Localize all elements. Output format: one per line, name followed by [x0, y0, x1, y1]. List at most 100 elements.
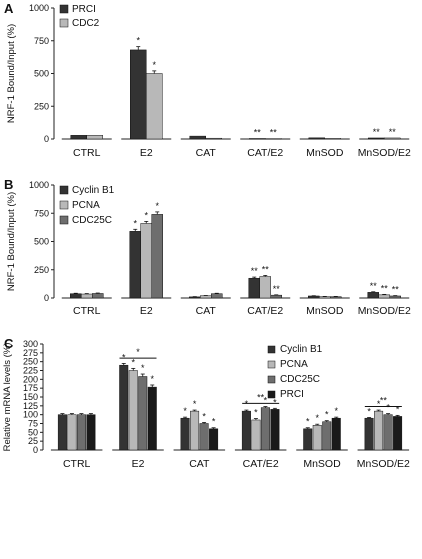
panel-b-significance-label: **	[392, 285, 400, 295]
panel-c-bar-pcna	[312, 425, 322, 451]
panel-b-bar-cdc25c	[92, 293, 104, 299]
panel-a-y-tick-label: 1000	[29, 3, 49, 13]
panel-b-significance-label: **	[381, 283, 389, 293]
panel-c-bar-cdc25c	[383, 414, 393, 451]
panel-c-significance-label: *	[122, 352, 126, 362]
panel-b: B 0 250 500 750 1000 NRF-1 Bound/Input (%) CTRL…	[4, 177, 411, 317]
panel-c-bar-prci	[331, 417, 341, 451]
panel-c-bar-pcna	[67, 414, 77, 451]
panel-c-legend-label: Cyclin B1	[280, 344, 323, 355]
panel-c-legend-swatch	[267, 375, 276, 384]
panel-c-bar-prci	[209, 428, 219, 451]
panel-b-bar-cdc25c	[330, 296, 342, 299]
panel-a-significance-label: **	[389, 127, 397, 137]
panel-c-bar-pcna	[128, 370, 138, 451]
panel-c-significance-label: *	[245, 399, 249, 409]
panel-c-bar-prci	[147, 386, 157, 451]
panel-c-category-label: E2	[132, 458, 145, 470]
panel-a-significance-label: *	[152, 60, 156, 70]
panel-c-significance-label: *	[306, 417, 310, 427]
panel-c-y-tick-label: 275	[23, 348, 38, 358]
panel-b-category-label: E2	[140, 305, 153, 317]
panel-c-significance-label: *	[396, 404, 400, 414]
panel-b-significance-label: *	[133, 218, 137, 228]
panel-b-bar-pcna	[259, 276, 271, 299]
panel-a-y-axis-title: NRF-1 Bound/Input (%)	[6, 24, 17, 123]
panel-c-y-tick-label: 225	[23, 366, 38, 376]
panel-c-y-tick-label: 300	[23, 339, 38, 349]
panel-a-bar-cdc2	[86, 135, 103, 140]
panel-b-significance-label: **	[262, 264, 270, 274]
panel-c-bar-pcna	[374, 410, 384, 451]
panel-c-bracket-label: *	[136, 347, 140, 357]
panel-c-category-label: CAT	[189, 458, 210, 470]
panel-a-category-label: CAT	[196, 147, 217, 159]
panel-b-bar-cdc25c	[151, 214, 163, 299]
panel-b-significance-label: **	[370, 281, 378, 291]
panel-c-significance-label: *	[193, 399, 197, 409]
panel-b-bar-cyclin-b1	[308, 295, 320, 299]
panel-c-legend-label: PRCI	[280, 389, 304, 400]
panel-c-bar-prci	[393, 416, 403, 451]
panel-a-bar-prci	[130, 49, 147, 140]
panel-c-bracket-label: **	[257, 392, 265, 402]
panel-b-y-tick-label: 1000	[29, 180, 49, 190]
panel-c-y-tick-label: 250	[23, 357, 38, 367]
panel-b-bar-pcna	[81, 293, 93, 299]
panel-b-bar-cyclin-b1	[367, 292, 379, 299]
panel-a-significance-label: **	[254, 127, 262, 137]
panel-c-bar-cyclin-b1	[364, 417, 374, 451]
panel-c-bar-prci	[86, 414, 96, 451]
panel-c-significance-label: *	[386, 403, 390, 413]
panel-c-bar-cdc25c	[199, 423, 209, 451]
panel-c-significance-label: *	[334, 406, 338, 416]
panel-c-significance-label: *	[131, 357, 135, 367]
panel-b-bar-cdc25c	[270, 294, 282, 299]
panel-c-bar-cdc25c	[76, 414, 86, 451]
panel-a-bar-prci	[249, 138, 266, 140]
panel-c-bar-cdc25c	[322, 421, 332, 451]
panel-c-bar-prci	[270, 409, 280, 451]
panel-c-significance-label: *	[264, 396, 268, 406]
panel-c-y-tick-label: 0	[33, 445, 38, 455]
panel-c-bar-cyclin-b1	[119, 364, 129, 451]
panel-a-bar-prci	[308, 137, 325, 140]
panel-a-significance-label: *	[136, 36, 140, 46]
panel-b-legend-label: CDC25C	[72, 215, 112, 226]
panel-a-y-tick-label: 500	[34, 69, 49, 79]
panel-b-significance-label: **	[273, 284, 281, 294]
panel-b-category-label: MnSOD	[306, 305, 344, 317]
panel-a-significance-label: **	[373, 127, 381, 137]
panel-a-significance-label: **	[270, 127, 278, 137]
panel-b-bar-cdc25c	[389, 295, 401, 299]
panel-b-bar-cyclin-b1	[248, 277, 260, 299]
panel-b-category-label: CAT	[196, 305, 217, 317]
panel-c-legend-swatch	[267, 360, 276, 369]
panel-a-bar-prci	[368, 137, 385, 140]
panel-b-significance-label: *	[155, 201, 159, 211]
panel-c-bar-cyclin-b1	[241, 410, 251, 451]
panel-c-legend-label: PCNA	[280, 359, 308, 370]
panel-c-category-label: MnSOD/E2	[357, 458, 410, 470]
panel-b-legend-swatch	[59, 215, 69, 225]
panel-c-significance-label: *	[254, 408, 258, 418]
panel-c-significance-label: *	[377, 399, 381, 409]
panel-c-bar-cyclin-b1	[303, 428, 313, 451]
panel-b-bar-pcna	[319, 296, 331, 299]
panel-b-legend-swatch	[59, 200, 69, 210]
panel-c-significance-label: *	[325, 410, 329, 420]
panel-a-bar-cdc2	[205, 137, 222, 140]
panel-a-bar-cdc2	[324, 138, 341, 140]
panel-c-significance-label: *	[212, 417, 216, 427]
panel-c-bar-cdc25c	[138, 376, 148, 451]
panel-a-category-label: MnSOD/E2	[358, 147, 411, 159]
panel-c-category-label: MnSOD	[303, 458, 341, 470]
panel-b-bar-cyclin-b1	[70, 293, 82, 299]
panel-b-letter: B	[4, 177, 13, 192]
panel-c-letter: C	[4, 336, 14, 351]
panel-c-y-axis-title: Relative mRNA levels (%)	[2, 343, 13, 452]
panel-b-bar-pcna	[140, 223, 152, 299]
panel-b-bar-cdc25c	[211, 293, 223, 299]
